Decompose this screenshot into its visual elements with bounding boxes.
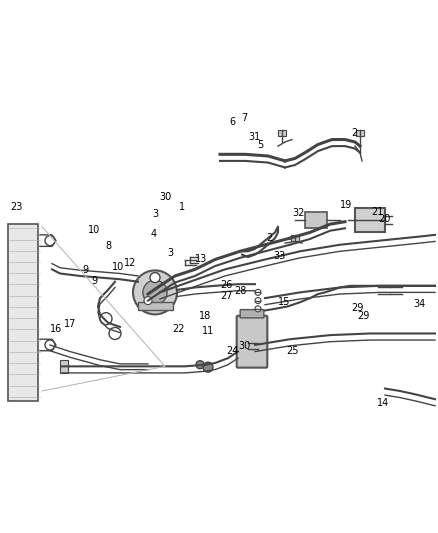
Text: 2: 2 bbox=[266, 233, 272, 243]
Bar bbox=[278, 130, 286, 136]
Bar bbox=[8, 224, 38, 401]
Text: 29: 29 bbox=[357, 311, 370, 320]
Text: 3: 3 bbox=[152, 209, 159, 219]
Circle shape bbox=[144, 296, 152, 304]
Text: 22: 22 bbox=[173, 324, 185, 334]
Circle shape bbox=[255, 306, 261, 312]
Text: 17: 17 bbox=[64, 319, 76, 329]
FancyBboxPatch shape bbox=[240, 310, 264, 318]
Circle shape bbox=[150, 272, 160, 282]
Bar bbox=[60, 360, 68, 373]
FancyBboxPatch shape bbox=[355, 208, 385, 232]
Text: 19: 19 bbox=[340, 200, 352, 210]
Text: 18: 18 bbox=[199, 311, 211, 320]
Text: 13: 13 bbox=[195, 254, 208, 264]
Circle shape bbox=[45, 236, 55, 246]
Text: 2: 2 bbox=[352, 128, 358, 138]
Text: 21: 21 bbox=[371, 207, 384, 217]
Text: 11: 11 bbox=[202, 326, 214, 336]
Text: 7: 7 bbox=[241, 112, 247, 123]
Text: 20: 20 bbox=[378, 214, 391, 224]
Text: 16: 16 bbox=[50, 324, 62, 334]
Text: 9: 9 bbox=[82, 265, 88, 275]
Circle shape bbox=[255, 289, 261, 295]
Text: 10: 10 bbox=[88, 225, 100, 235]
Text: 23: 23 bbox=[11, 203, 23, 212]
Text: 25: 25 bbox=[286, 345, 299, 356]
Text: 28: 28 bbox=[234, 286, 246, 296]
Circle shape bbox=[255, 297, 261, 304]
Text: 30: 30 bbox=[238, 341, 251, 351]
Text: 34: 34 bbox=[413, 298, 426, 309]
Circle shape bbox=[196, 361, 204, 369]
Text: 31: 31 bbox=[249, 132, 261, 142]
Circle shape bbox=[143, 280, 167, 304]
FancyBboxPatch shape bbox=[305, 212, 327, 228]
Text: 27: 27 bbox=[220, 291, 232, 301]
Circle shape bbox=[100, 313, 112, 325]
Text: 10: 10 bbox=[112, 262, 124, 272]
Text: 5: 5 bbox=[258, 140, 264, 150]
Text: 6: 6 bbox=[229, 117, 235, 127]
Text: 30: 30 bbox=[159, 192, 172, 203]
Text: 14: 14 bbox=[377, 398, 389, 408]
Text: 9: 9 bbox=[91, 276, 97, 286]
FancyBboxPatch shape bbox=[237, 316, 267, 368]
Text: 15: 15 bbox=[278, 297, 290, 308]
Text: 3: 3 bbox=[168, 248, 174, 259]
Circle shape bbox=[133, 270, 177, 314]
Text: 8: 8 bbox=[106, 241, 112, 252]
Bar bbox=[356, 130, 364, 136]
Circle shape bbox=[203, 362, 213, 372]
Text: 33: 33 bbox=[273, 251, 286, 261]
Bar bbox=[291, 235, 299, 241]
Text: 32: 32 bbox=[293, 208, 305, 218]
Text: 26: 26 bbox=[220, 280, 232, 290]
Text: 24: 24 bbox=[226, 345, 238, 356]
Circle shape bbox=[109, 327, 121, 340]
Text: 29: 29 bbox=[351, 303, 364, 313]
Text: 4: 4 bbox=[150, 229, 156, 239]
Text: 1: 1 bbox=[179, 203, 185, 212]
Bar bbox=[138, 302, 173, 310]
Text: 12: 12 bbox=[124, 258, 137, 268]
Circle shape bbox=[45, 340, 55, 350]
